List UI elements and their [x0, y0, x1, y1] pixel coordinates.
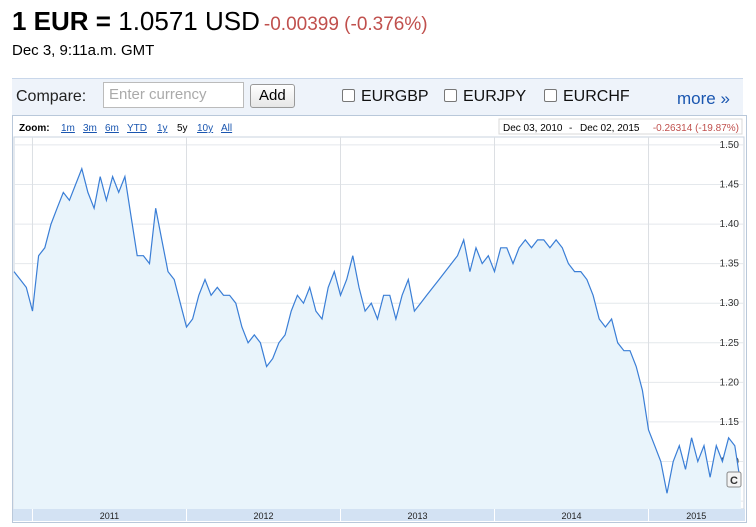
- line: [13, 166, 742, 494]
- zoom-option[interactable]: 10y: [197, 123, 213, 134]
- add-button[interactable]: Add: [250, 84, 295, 108]
- y-tick-label: 1.15: [720, 417, 740, 428]
- y-tick-label: 1.20: [720, 377, 740, 388]
- option-label: EURCHF: [563, 88, 630, 105]
- x-tick-label: 2013: [407, 511, 427, 521]
- corner-button-label: C: [730, 475, 738, 487]
- y-tick-label: 1.50: [720, 140, 740, 151]
- corner-button[interactable]: [726, 471, 742, 488]
- zoom-option[interactable]: 1y: [157, 123, 168, 134]
- y-tick-label: 1.35: [720, 259, 740, 270]
- range-end: Dec 02, 2015: [580, 123, 640, 134]
- zoom-label: Zoom:: [19, 123, 50, 134]
- compare-label: Compare:: [16, 88, 87, 105]
- range-start: Dec 03, 2010: [503, 123, 563, 134]
- option-label: EURGBP: [361, 88, 429, 105]
- range-box: [498, 118, 743, 135]
- y-tick-label: 1.40: [720, 219, 740, 230]
- x-tick-label: 2015: [686, 511, 706, 521]
- option-label: EURJPY: [463, 88, 527, 105]
- quote-header: 1 EUR = 1.0571 USD -0.00399 (-0.376%): [12, 6, 428, 37]
- change: -0.00399 (-0.376%): [263, 14, 428, 35]
- x-axis-strip: [13, 509, 745, 521]
- more-link[interactable]: more »: [677, 89, 730, 108]
- y-tick-label: 1.30: [720, 298, 740, 309]
- timestamp: Dec 3, 9:11a.m. GMT: [12, 42, 155, 59]
- zoom-option[interactable]: All: [221, 123, 232, 134]
- x-tick-label: 2014: [561, 511, 581, 521]
- x-tick-label: 2011: [100, 511, 119, 521]
- compare-option[interactable]: EURCHF: [544, 88, 630, 106]
- range-change: -0.26314 (-19.87%): [653, 123, 739, 134]
- y-tick-label: 1.45: [720, 179, 740, 190]
- compare-option[interactable]: EURJPY: [444, 88, 526, 106]
- range-separator: -: [569, 123, 572, 134]
- zoom-option[interactable]: YTD: [127, 123, 147, 134]
- x-tick-label: 2012: [253, 511, 273, 521]
- pair: 1 EUR =: [12, 6, 111, 36]
- zoom-option[interactable]: 6m: [105, 123, 119, 134]
- compare-option[interactable]: EURGBP: [342, 88, 429, 106]
- zoom-option[interactable]: 5y: [177, 123, 188, 134]
- y-tick-label: 1.25: [720, 338, 740, 349]
- area: [14, 168, 741, 509]
- zoom-option[interactable]: 1m: [61, 123, 75, 134]
- price: 1.0571 USD: [118, 6, 260, 36]
- chart-frame: [12, 115, 747, 523]
- zoom-option[interactable]: 3m: [83, 123, 97, 134]
- currency-input[interactable]: Enter currency: [103, 82, 244, 108]
